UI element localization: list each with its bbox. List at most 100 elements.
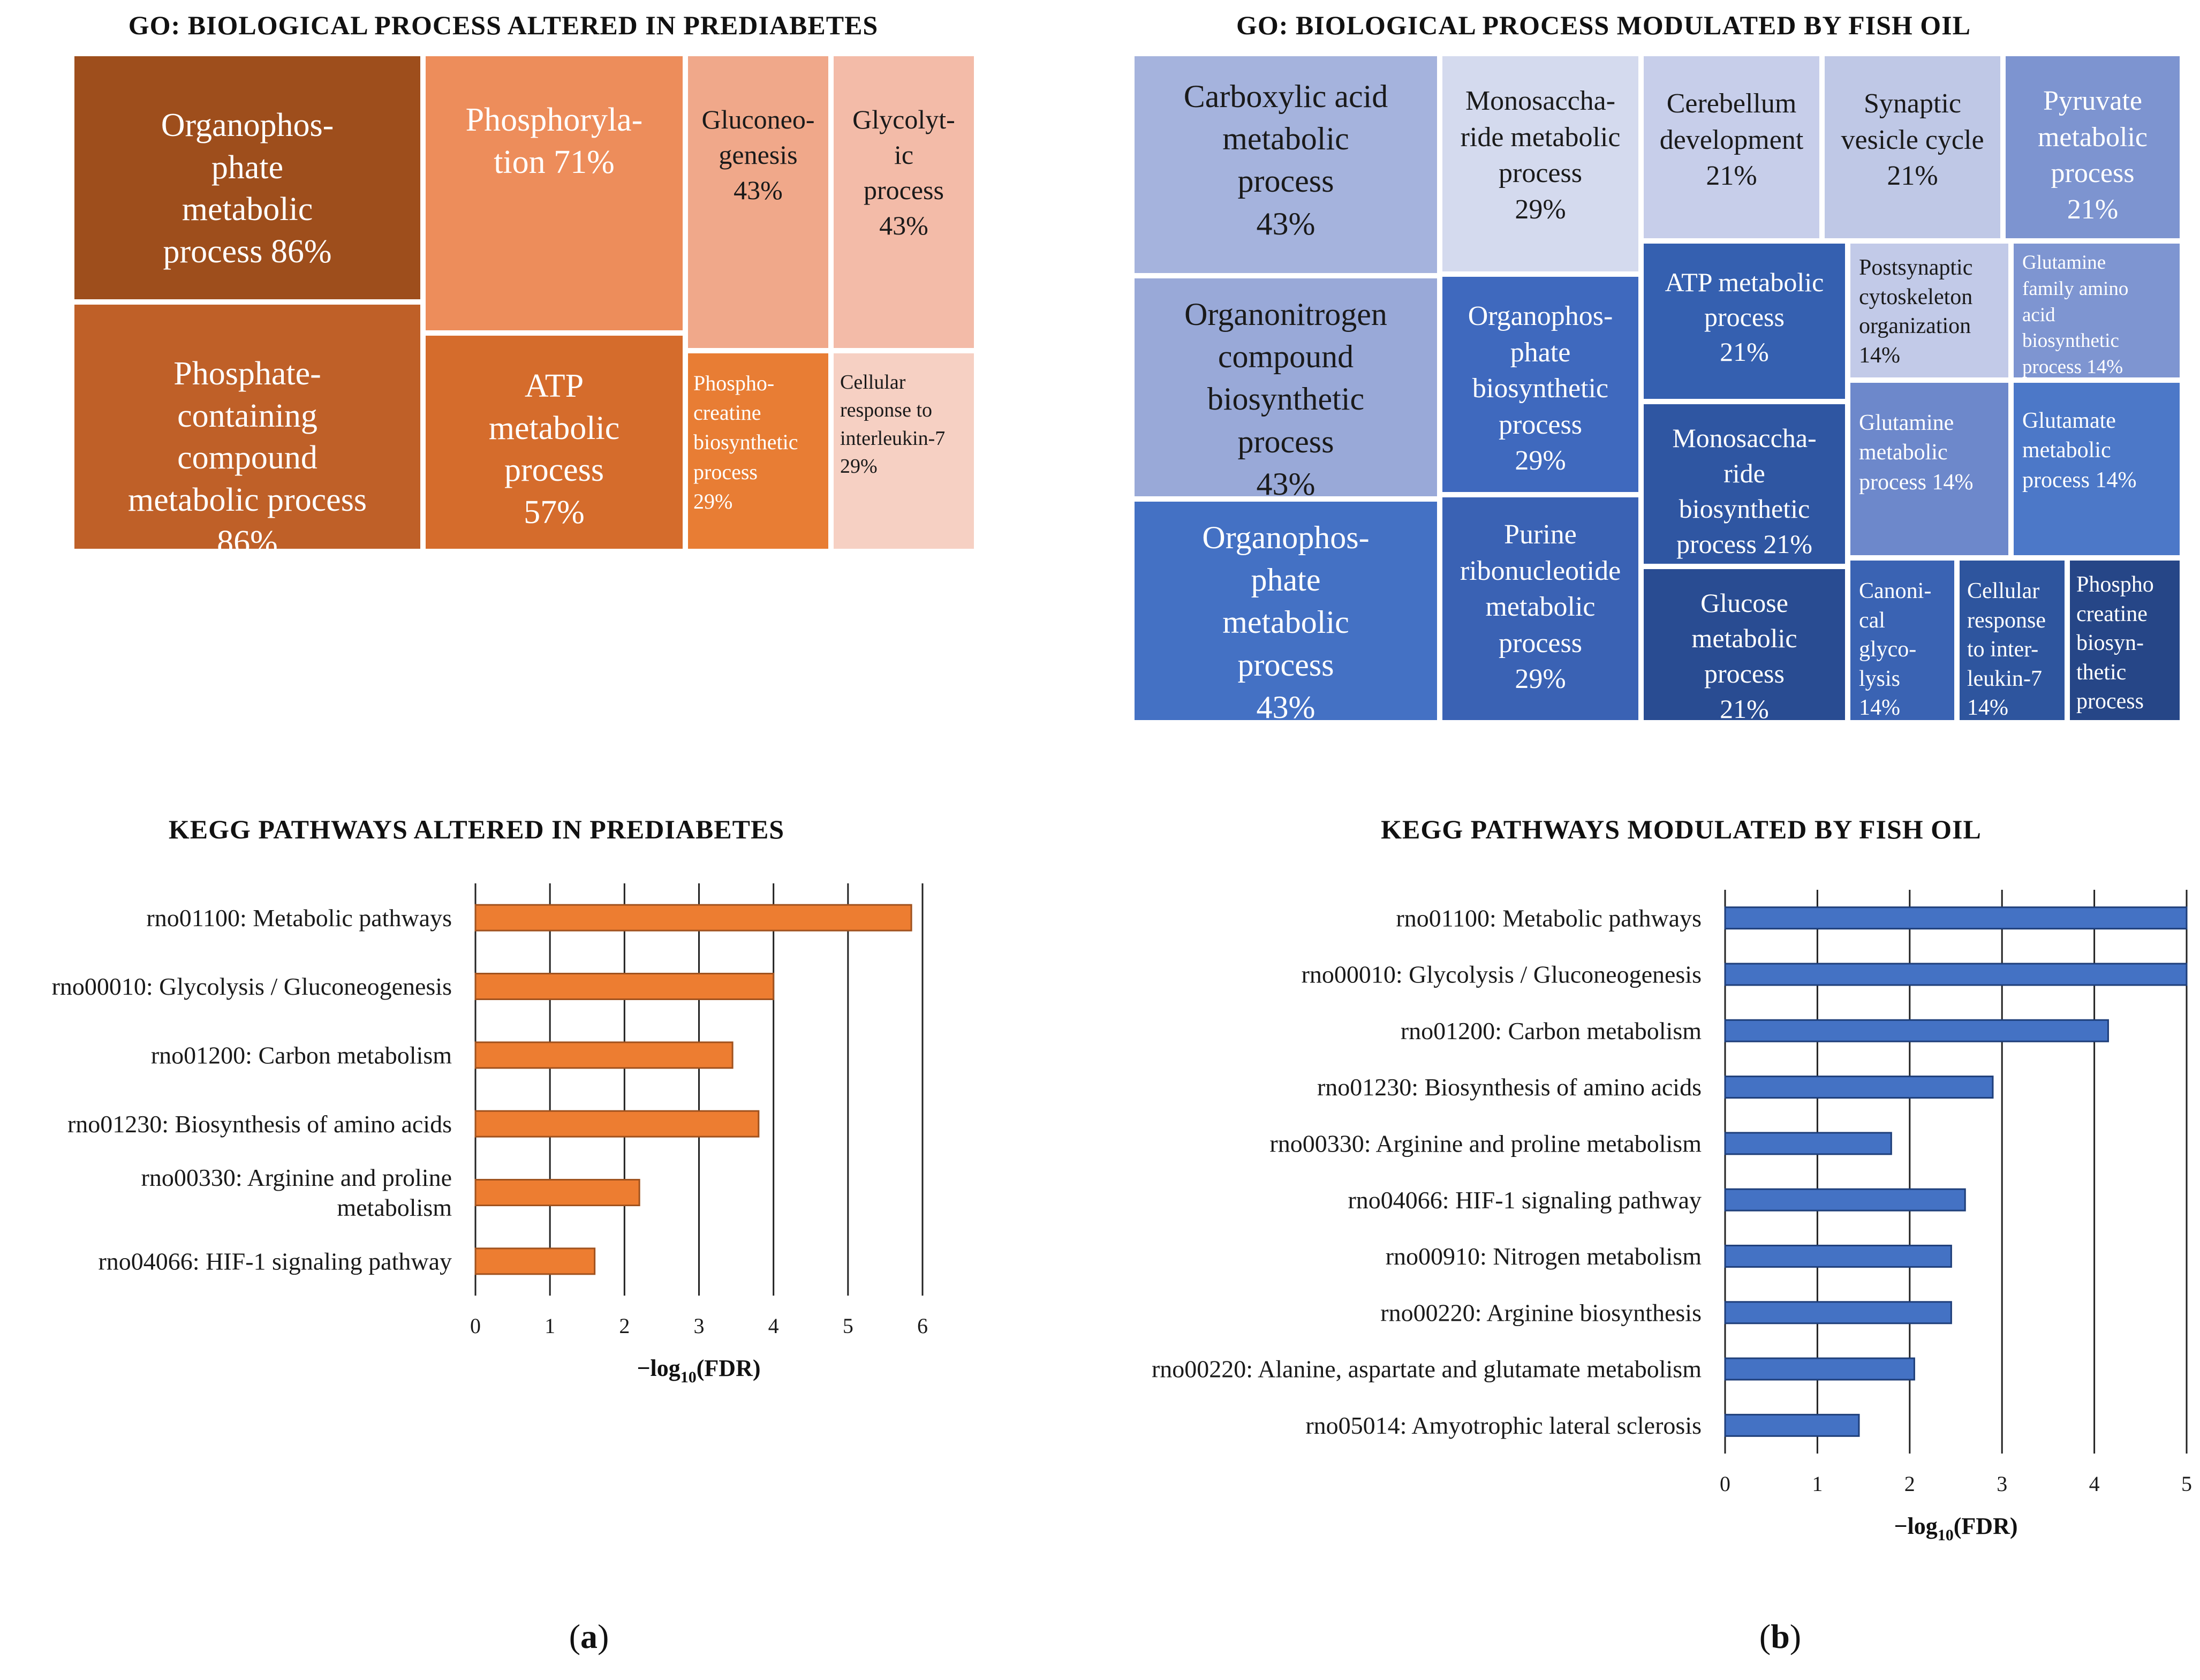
category-label: rno01200: Carbon metabolism xyxy=(1401,1017,1702,1045)
x-axis-title-subscript: 10 xyxy=(681,1368,697,1386)
treemap-tile: Organonitrogen compound biosynthetic pro… xyxy=(1132,276,1440,499)
treemap-tile-label: Phosphoryla- tion 71% xyxy=(465,102,643,180)
x-tick-label: 5 xyxy=(2181,1472,2192,1496)
x-tick-label: 1 xyxy=(1812,1472,1823,1496)
treemap-tile: Postsynaptic cytoskeleton organization 1… xyxy=(1848,241,2011,380)
treemap-tile: Synaptic vesicle cycle 21% xyxy=(1822,54,2003,241)
treemap-tile-label: Glycolyt- ic process 43% xyxy=(852,104,955,240)
treemap-tile: Organophos- phate biosynthetic process 2… xyxy=(1440,274,1641,495)
treemap-tile-label: Organophos- phate biosynthetic process 2… xyxy=(1468,301,1613,476)
panel-b-label-open: ( xyxy=(1759,1617,1771,1655)
bar xyxy=(1724,963,2188,986)
treemap-tile: Glutamate metabolic process 14% xyxy=(2011,380,2182,558)
treemap-tile: Cellular response to inter- leukin-7 14% xyxy=(1957,558,2067,723)
treemap-tile: Phosphate- containing compound metabolic… xyxy=(72,302,423,551)
bar xyxy=(474,1110,760,1138)
treemap-tile-label: Phospho- creatine biosynthetic process 2… xyxy=(693,371,798,513)
treemap-tile: Cellular response to interleukin-7 29% xyxy=(831,351,977,551)
panel-b-label-letter: b xyxy=(1771,1617,1790,1655)
treemap-tile-label: Monosaccha- ride biosynthetic process 21… xyxy=(1672,423,1817,559)
x-tick-label: 4 xyxy=(768,1314,779,1338)
x-tick-label: 0 xyxy=(1720,1472,1730,1496)
kegg-prediabetes-title: KEGG PATHWAYS ALTERED IN PREDIABETES xyxy=(168,814,785,844)
panel-a-label: (a) xyxy=(535,1617,642,1656)
x-axis-title-prefix: −log xyxy=(1894,1513,1937,1539)
treemap-tile: Phospho- creatine biosynthetic process 2… xyxy=(685,351,831,551)
panel-b-label-close: ) xyxy=(1789,1617,1802,1655)
treemap-tile-label: ATP metabolic process 21% xyxy=(1665,267,1824,367)
category-label: rno05014: Amyotrophic lateral sclerosis xyxy=(1305,1412,1702,1439)
category-label: rno04066: HIF-1 signaling pathway xyxy=(98,1247,452,1275)
kegg-fish-oil-title: KEGG PATHWAYS MODULATED BY FISH OIL xyxy=(1381,814,1982,844)
go-fish-oil-title: GO: BIOLOGICAL PROCESS MODULATED BY FISH… xyxy=(1236,10,1971,40)
x-tick-label: 6 xyxy=(917,1314,928,1338)
bar xyxy=(1724,1076,1994,1099)
go-fish-oil-treemap: Carboxylic acid metabolic process 43% Org… xyxy=(1132,54,2182,723)
treemap-tile: Canoni- cal glyco- lysis 14% xyxy=(1848,558,1957,723)
treemap-tile-label: Organonitrogen compound biosynthetic pro… xyxy=(1184,297,1387,499)
category-label: rno01100: Metabolic pathways xyxy=(1396,904,1702,932)
treemap-tile-label: Cellular response to inter- leukin-7 14% xyxy=(1967,579,2046,721)
treemap-tile-label: Organophos- phate metabolic process 43% xyxy=(1202,520,1370,723)
treemap-tile-label: Glutamine metabolic process 14% xyxy=(1859,411,1974,495)
bar xyxy=(1724,1413,1860,1437)
treemap-tile-label: Glutamine family amino acid biosynthetic… xyxy=(2022,252,2129,379)
bar xyxy=(1724,1019,2109,1042)
treemap-tile-label: Purine ribonucleotide metabolic process … xyxy=(1460,519,1621,695)
category-label: rno04066: HIF-1 signaling pathway xyxy=(1348,1186,1702,1214)
treemap-tile-label: Glutamate metabolic process 14% xyxy=(2022,408,2137,493)
bar xyxy=(474,904,912,932)
treemap-tile: Organophos- phate metabolic process 43% xyxy=(1132,499,1440,723)
category-label: rno00220: Alanine, aspartate and glutama… xyxy=(1152,1356,1702,1383)
treemap-tile: Glycolyt- ic process 43% xyxy=(831,54,977,351)
bar xyxy=(474,1179,640,1206)
category-label: rno00330: Arginine and proline metabolis… xyxy=(1269,1130,1702,1157)
bar xyxy=(474,973,775,1000)
treemap-tile: Organophos- phate metabolic process 86% xyxy=(72,54,423,302)
category-label: rno01230: Biosynthesis of amino acids xyxy=(67,1110,452,1138)
x-tick-label: 5 xyxy=(843,1314,853,1338)
bar xyxy=(1724,1132,1892,1155)
treemap-tile: Glucose metabolic process 21% xyxy=(1641,566,1848,723)
kegg-prediabetes-svg: rno01100: Metabolic pathways rno00010: Gl… xyxy=(52,883,928,1386)
x-tick-label: 0 xyxy=(470,1314,481,1338)
x-tick-label: 2 xyxy=(619,1314,630,1338)
treemap-tile: Purine ribonucleotide metabolic process … xyxy=(1440,495,1641,723)
x-axis-title-suffix: (FDR) xyxy=(1954,1513,2018,1539)
treemap-tile-label: Gluconeo- genesis 43% xyxy=(701,104,815,205)
x-axis-title: −log10(FDR) xyxy=(637,1355,760,1386)
go-prediabetes-treemap: Organophos- phate metabolic process 86% P… xyxy=(72,54,977,551)
category-label: rno00010: Glycolysis / Gluconeogenesis xyxy=(52,973,452,1000)
bar xyxy=(1724,1188,1966,1212)
treemap-tile: Phospho creatine biosyn- thetic process … xyxy=(2067,558,2182,723)
category-label: rno01100: Metabolic pathways xyxy=(146,904,452,932)
category-label: rno00010: Glycolysis / Gluconeogenesis xyxy=(1302,961,1702,988)
x-tick-label: 3 xyxy=(694,1314,705,1338)
treemap-tile: ATP metabolic process 57% xyxy=(423,333,685,551)
bar xyxy=(474,1041,734,1069)
panel-a-label-close: ) xyxy=(598,1617,609,1655)
treemap-tile-label: Postsynaptic cytoskeleton organization 1… xyxy=(1859,255,1973,368)
bar xyxy=(474,1247,596,1275)
bar xyxy=(1724,1357,1915,1381)
treemap-tile: Gluconeo- genesis 43% xyxy=(685,54,831,351)
treemap-tile-label: Cerebellum development 21% xyxy=(1659,88,1804,192)
treemap-tile: Phosphoryla- tion 71% xyxy=(423,54,685,333)
treemap-tile-label: Carboxylic acid metabolic process 43% xyxy=(1183,79,1388,241)
treemap-tile: Glutamine metabolic process 14% xyxy=(1848,380,2011,558)
bar xyxy=(1724,906,2188,930)
x-tick-label: 4 xyxy=(2089,1472,2100,1496)
category-label: rno00330: Arginine and proline xyxy=(141,1164,452,1191)
category-label: rno01230: Biosynthesis of amino acids xyxy=(1317,1073,1702,1101)
treemap-tile: Monosaccha- ride biosynthetic process 21… xyxy=(1641,402,1848,566)
x-tick-label: 1 xyxy=(545,1314,555,1338)
treemap-tile-label: Canoni- cal glyco- lysis 14% xyxy=(1859,579,1932,721)
treemap-tile-label: Organophos- phate metabolic process 86% xyxy=(161,107,334,270)
treemap-tile-label: ATP metabolic process 57% xyxy=(488,368,620,531)
x-axis-title-suffix: (FDR) xyxy=(697,1355,761,1381)
kegg-fish-oil-svg: rno01100: Metabolic pathways rno00010: Gl… xyxy=(1152,890,2192,1544)
treemap-tile-label: Phosphate- containing compound metabolic… xyxy=(128,355,367,551)
treemap-tile-label: Phospho creatine biosyn- thetic process … xyxy=(2076,572,2154,720)
treemap-tile: Pyruvate metabolic process 21% xyxy=(2003,54,2182,241)
x-axis-title-prefix: −log xyxy=(637,1355,680,1381)
